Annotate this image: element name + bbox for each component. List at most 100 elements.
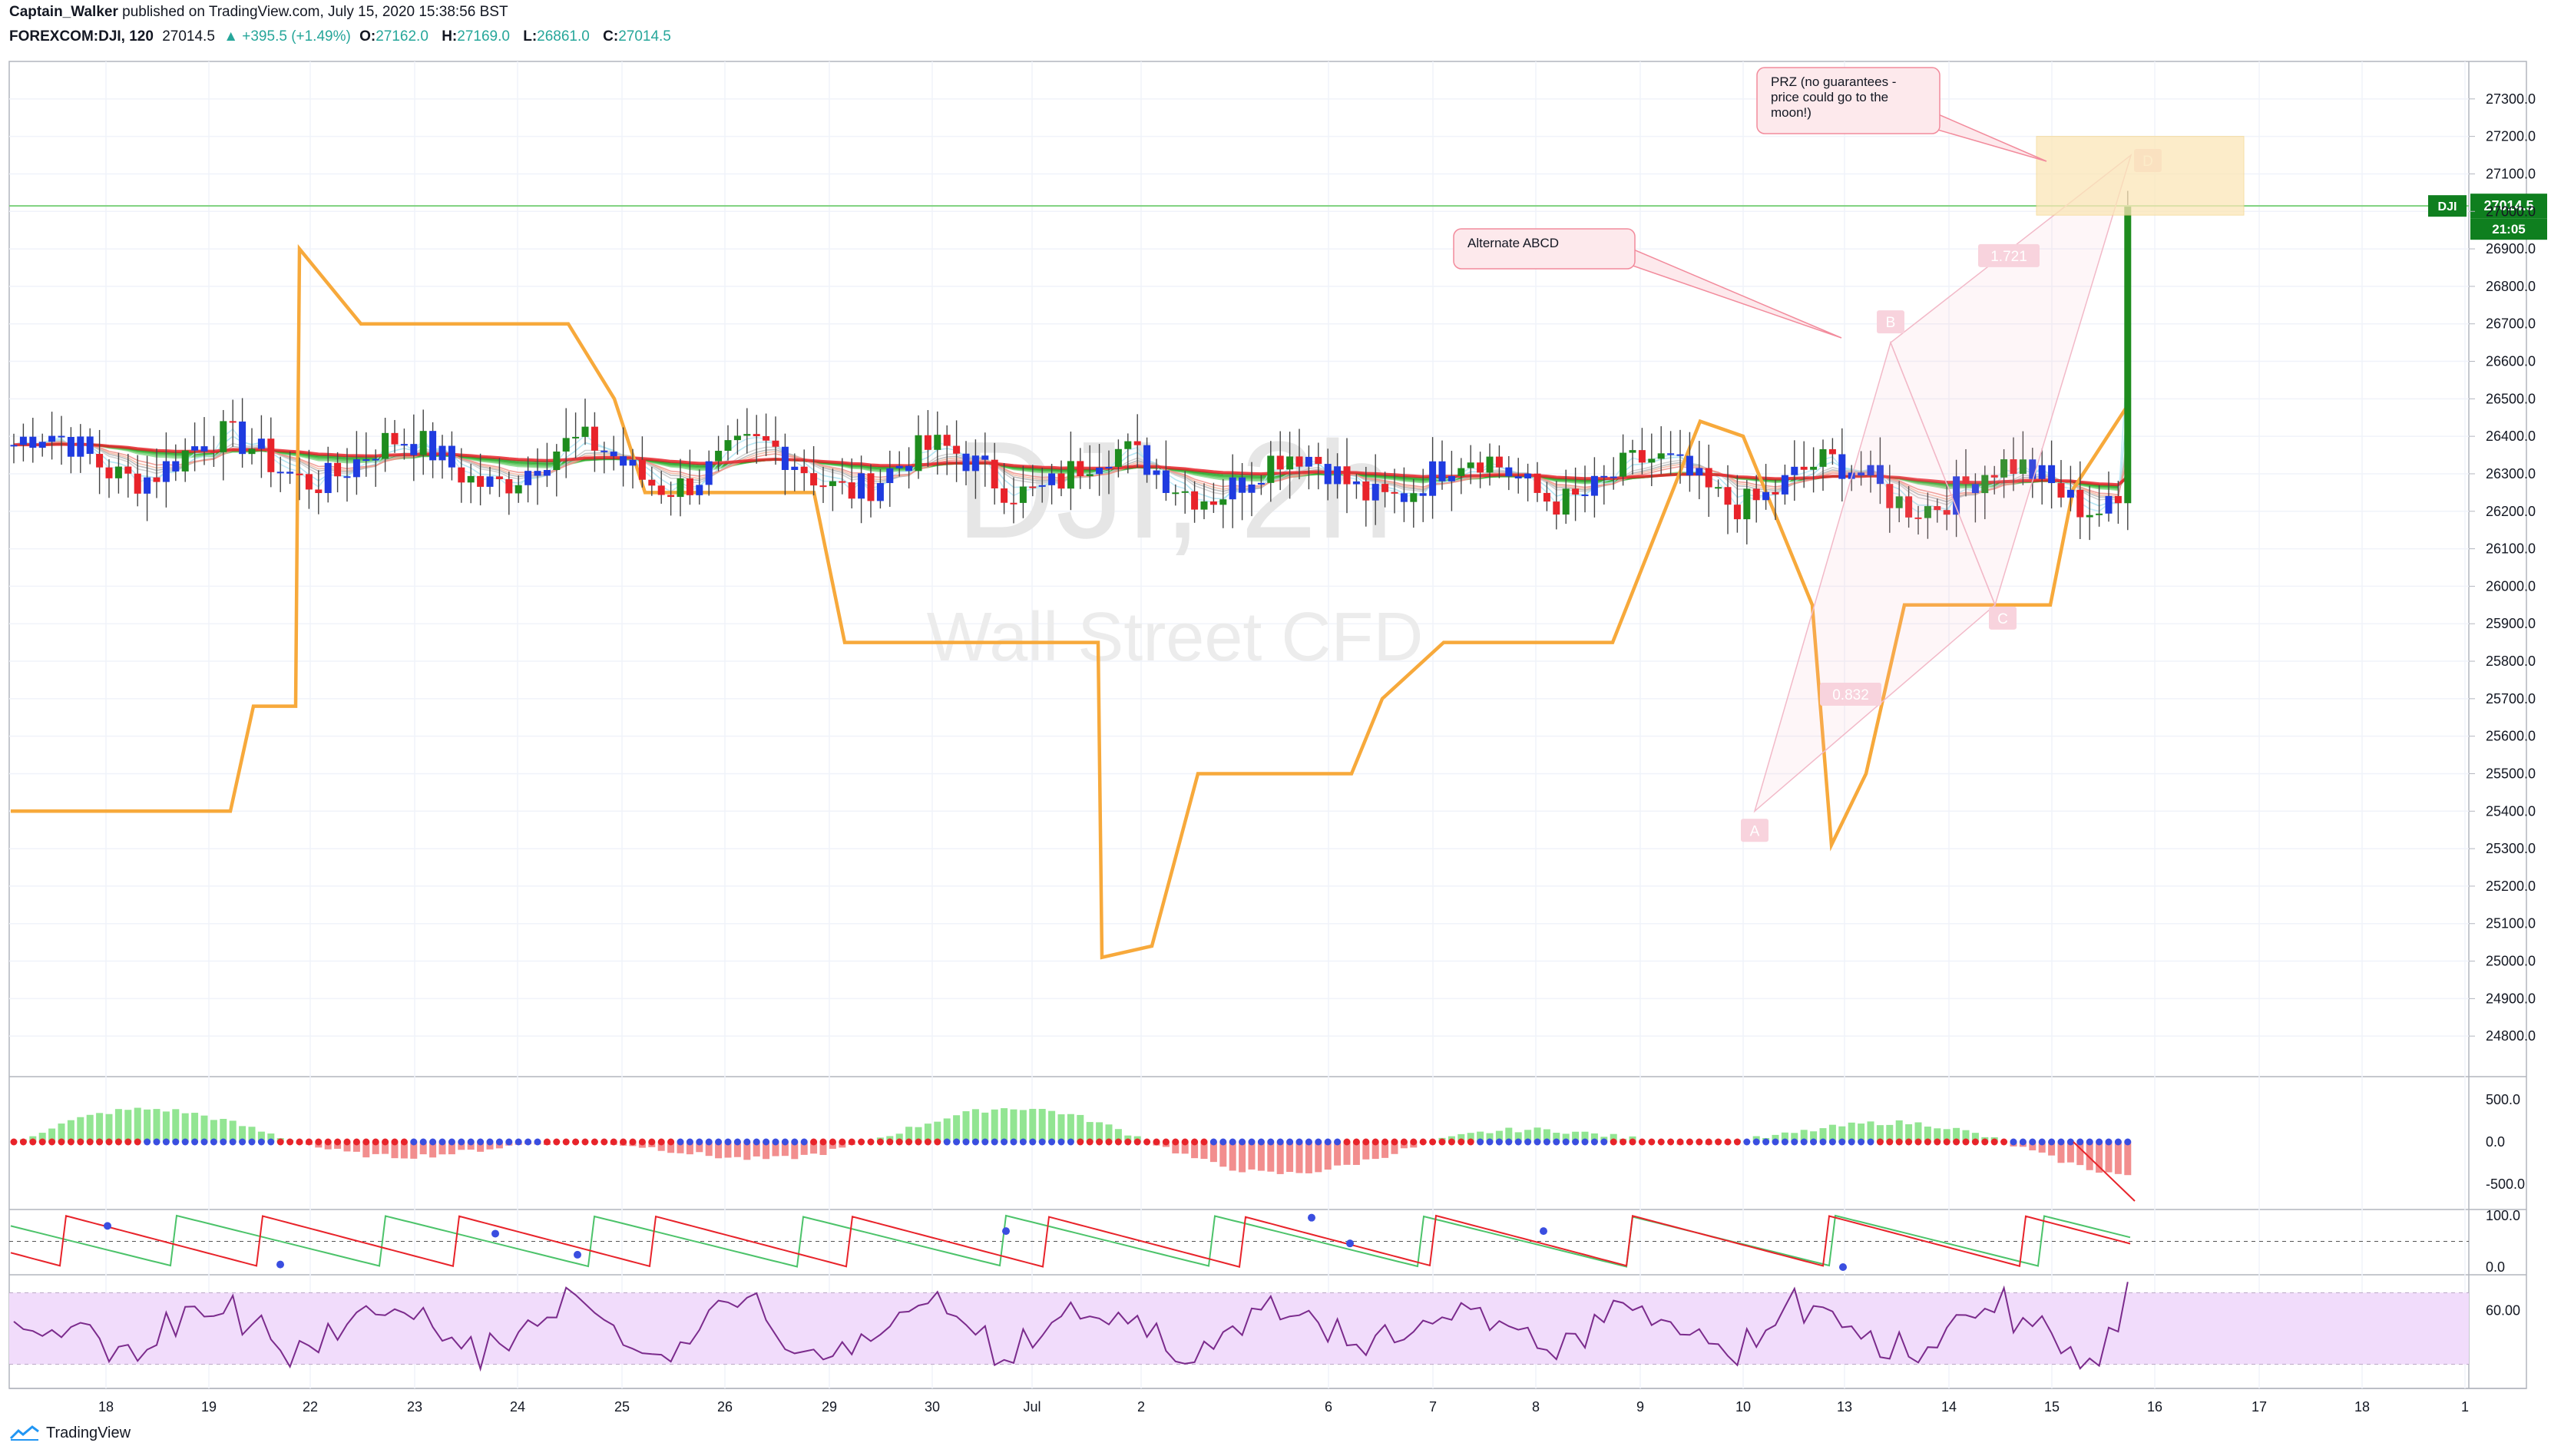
candle-body[interactable] xyxy=(705,461,713,485)
candle-body[interactable] xyxy=(419,431,427,455)
candle-body[interactable] xyxy=(276,472,284,474)
candle-body[interactable] xyxy=(505,478,513,494)
candle-body[interactable] xyxy=(886,468,894,484)
candle-body[interactable] xyxy=(971,455,979,472)
candle-body[interactable] xyxy=(753,434,760,436)
candle-body[interactable] xyxy=(1343,466,1351,485)
candle-body[interactable] xyxy=(362,459,370,462)
candle-body[interactable] xyxy=(1810,466,1818,470)
candle-body[interactable] xyxy=(1362,481,1370,501)
candle-body[interactable] xyxy=(733,435,741,441)
candle-body[interactable] xyxy=(638,459,646,480)
candle-body[interactable] xyxy=(1553,501,1560,515)
candle-body[interactable] xyxy=(2010,459,2017,475)
candle-body[interactable] xyxy=(410,444,418,455)
abcd-callout-box[interactable] xyxy=(1453,228,1636,270)
candle-body[interactable] xyxy=(1419,493,1427,496)
candle-body[interactable] xyxy=(324,462,332,494)
candle-body[interactable] xyxy=(1143,445,1151,475)
candle-body[interactable] xyxy=(2124,206,2132,504)
candle-body[interactable] xyxy=(895,465,903,468)
candle-body[interactable] xyxy=(781,446,789,471)
candle-body[interactable] xyxy=(1696,468,1703,476)
author-name[interactable]: Captain_Walker xyxy=(9,4,118,20)
candle-body[interactable] xyxy=(1001,488,1008,503)
candle-body[interactable] xyxy=(1105,466,1113,468)
candle-body[interactable] xyxy=(153,477,160,482)
candle-body[interactable] xyxy=(601,450,608,452)
candle-body[interactable] xyxy=(1715,487,1722,489)
candle-body[interactable] xyxy=(543,470,551,476)
candle-body[interactable] xyxy=(220,421,227,452)
candle-body[interactable] xyxy=(1057,473,1065,489)
candle-body[interactable] xyxy=(1934,506,1941,511)
candle-body[interactable] xyxy=(677,478,684,498)
candle-body[interactable] xyxy=(239,421,246,455)
candle-body[interactable] xyxy=(591,426,598,451)
candle-body[interactable] xyxy=(648,479,656,486)
prz-callout-box[interactable] xyxy=(1756,67,1941,134)
candle-body[interactable] xyxy=(1914,517,1922,519)
candle-body[interactable] xyxy=(10,445,18,447)
candle-body[interactable] xyxy=(29,436,37,448)
candle-body[interactable] xyxy=(534,471,541,476)
candle-body[interactable] xyxy=(763,435,770,441)
candle-body[interactable] xyxy=(2076,489,2084,518)
candle-body[interactable] xyxy=(1743,488,1751,520)
candle-body[interactable] xyxy=(105,467,113,478)
candle-body[interactable] xyxy=(1038,485,1046,487)
candle-body[interactable] xyxy=(124,466,132,474)
candle-body[interactable] xyxy=(1219,499,1227,505)
candle-body[interactable] xyxy=(2038,465,2046,479)
candle-body[interactable] xyxy=(1010,502,1017,505)
candle-body[interactable] xyxy=(1581,495,1589,497)
candle-body[interactable] xyxy=(562,438,570,452)
candle-body[interactable] xyxy=(114,466,122,478)
candle-body[interactable] xyxy=(1133,441,1141,445)
candle-body[interactable] xyxy=(1114,448,1122,467)
candle-body[interactable] xyxy=(1486,456,1494,473)
candle-body[interactable] xyxy=(1724,487,1732,505)
candle-body[interactable] xyxy=(1248,484,1256,493)
candle-body[interactable] xyxy=(1077,461,1084,477)
candle-body[interactable] xyxy=(1867,465,1874,476)
candle-body[interactable] xyxy=(1648,458,1656,463)
candle-body[interactable] xyxy=(905,465,913,472)
candle-body[interactable] xyxy=(1324,464,1332,485)
candle-body[interactable] xyxy=(1162,470,1170,493)
candle-body[interactable] xyxy=(1229,477,1236,500)
candle-body[interactable] xyxy=(1371,484,1379,501)
candle-body[interactable] xyxy=(467,475,475,483)
candle-body[interactable] xyxy=(1029,486,1037,488)
candle-body[interactable] xyxy=(1610,476,1617,478)
footer-brand[interactable]: TradingView xyxy=(9,1424,131,1442)
candle-body[interactable] xyxy=(2086,515,2093,518)
candle-body[interactable] xyxy=(953,445,961,454)
candle-body[interactable] xyxy=(1305,456,1312,467)
candle-body[interactable] xyxy=(1924,506,1931,518)
candle-body[interactable] xyxy=(67,437,74,457)
candle-body[interactable] xyxy=(2057,483,2065,498)
candle-body[interactable] xyxy=(743,434,751,436)
candle-body[interactable] xyxy=(620,456,627,466)
candle-body[interactable] xyxy=(800,466,808,474)
candle-body[interactable] xyxy=(1791,466,1798,475)
candle-body[interactable] xyxy=(610,452,617,457)
candle-body[interactable] xyxy=(144,477,151,494)
candle-body[interactable] xyxy=(48,435,56,442)
candle-body[interactable] xyxy=(1828,448,1836,455)
candle-body[interactable] xyxy=(429,431,437,461)
symbol-label[interactable]: FOREXCOM:DJI, 120 xyxy=(9,28,154,45)
candle-body[interactable] xyxy=(96,454,104,468)
candle-body[interactable] xyxy=(495,476,503,479)
candle-body[interactable] xyxy=(1172,492,1180,495)
candle-body[interactable] xyxy=(1086,474,1094,477)
candle-body[interactable] xyxy=(257,438,265,449)
candle-body[interactable] xyxy=(352,459,360,478)
candle-body[interactable] xyxy=(1505,467,1513,477)
candle-body[interactable] xyxy=(981,455,989,460)
candle-body[interactable] xyxy=(1410,493,1418,502)
candle-body[interactable] xyxy=(305,474,313,490)
candle-body[interactable] xyxy=(1286,456,1294,470)
candle-body[interactable] xyxy=(486,476,494,487)
